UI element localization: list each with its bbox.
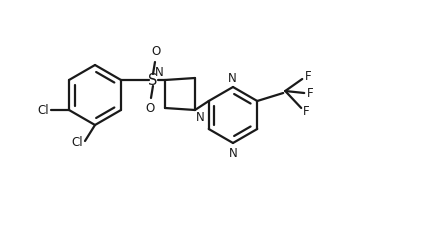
Text: F: F xyxy=(302,104,309,118)
Text: S: S xyxy=(148,72,157,87)
Text: F: F xyxy=(306,86,313,99)
Text: N: N xyxy=(228,147,237,160)
Text: F: F xyxy=(305,69,311,82)
Text: N: N xyxy=(155,66,164,79)
Text: Cl: Cl xyxy=(71,136,83,150)
Text: N: N xyxy=(227,72,236,85)
Text: O: O xyxy=(151,45,160,58)
Text: O: O xyxy=(145,102,154,115)
Text: N: N xyxy=(196,111,204,124)
Text: Cl: Cl xyxy=(37,104,49,116)
